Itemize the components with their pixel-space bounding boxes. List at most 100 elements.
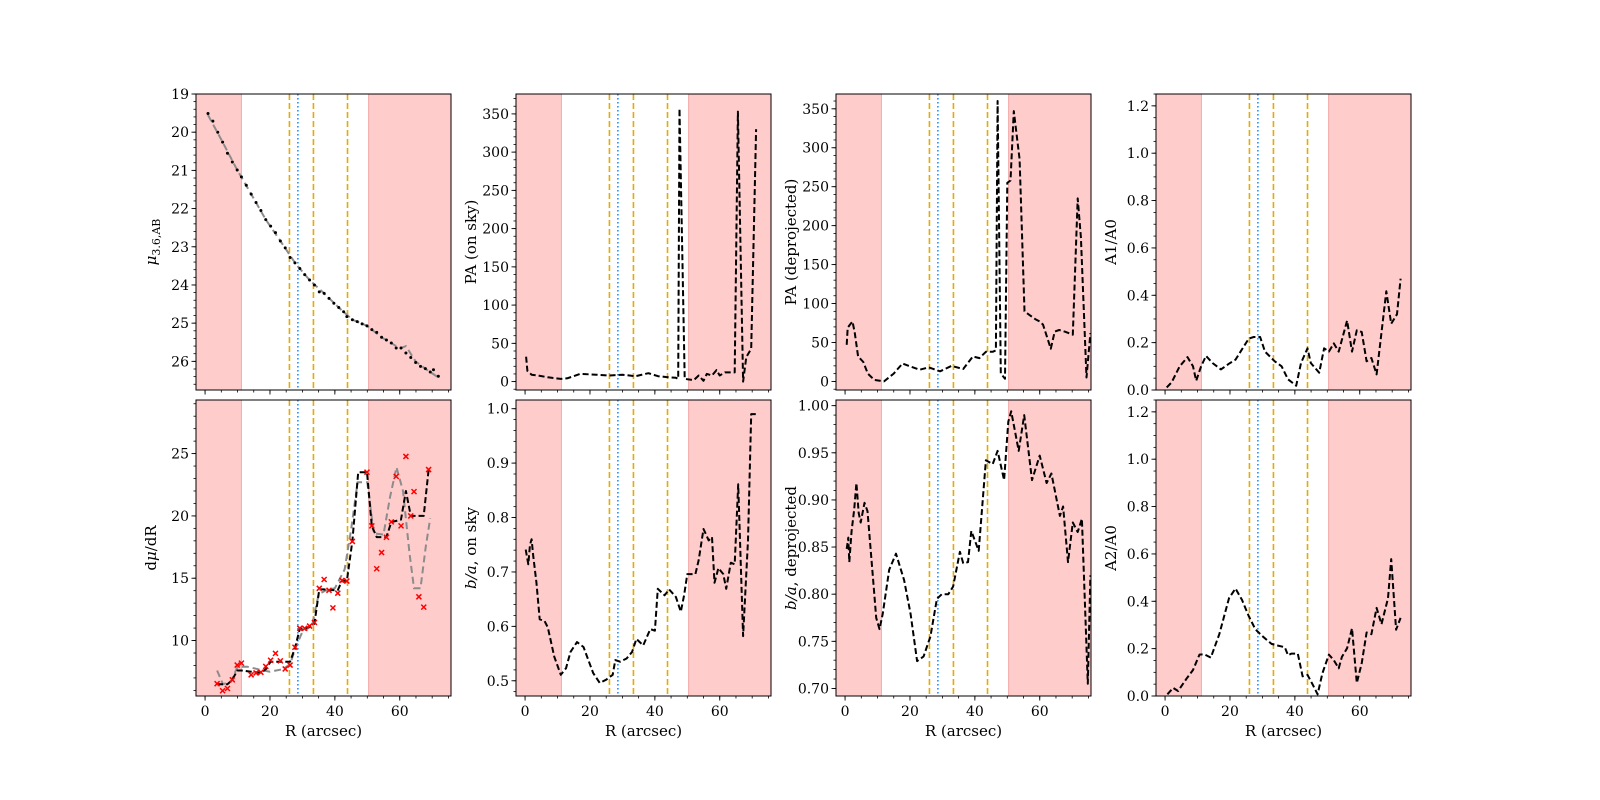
- y-tick-label: 1.2: [1127, 99, 1149, 115]
- data-point: [375, 330, 379, 334]
- data-point-marker: [325, 587, 333, 594]
- y-tick-label: 0.70: [798, 681, 829, 697]
- x-tick-label: 20: [581, 704, 599, 720]
- y-axis-label-part: A1/A0: [1102, 219, 1120, 266]
- data-point: [308, 278, 312, 282]
- y-tick-label: 23: [171, 240, 189, 256]
- y-tick-label: 250: [482, 183, 509, 199]
- x-axis-label: R (arcsec): [925, 722, 1002, 740]
- data-point-marker: [238, 660, 245, 667]
- data-point-marker: [343, 578, 350, 585]
- x-tick-label: 40: [1286, 704, 1304, 720]
- data-point: [345, 315, 349, 319]
- data-point-marker: [252, 669, 260, 676]
- y-tick-label: 1.0: [487, 402, 509, 418]
- x-tick-label: 20: [261, 704, 279, 720]
- data-point-marker: [277, 657, 284, 664]
- y-tick-label: 0.95: [798, 446, 829, 462]
- data-point: [399, 346, 403, 350]
- excluded-region-shade: [1328, 94, 1411, 390]
- y-axis-label-part: b/a: [462, 565, 480, 589]
- data-point: [355, 320, 359, 324]
- y-tick-label: 0.7: [487, 565, 509, 581]
- excluded-region-shade: [516, 400, 562, 696]
- data-point: [342, 310, 346, 314]
- y-tick-label: 15: [171, 571, 189, 587]
- data-point-marker: [388, 518, 395, 525]
- excluded-region-shade: [196, 400, 242, 696]
- panel-a2: 0.0 0.2 0.4 0.6 0.8 1.0 1.2 0 20 40 60 R (arcsec) A2…: [1102, 399, 1412, 740]
- panel-ba_sky: 0.5 0.6 0.7 0.8 0.9 1.0 0 20 40 60 R (arcsec) b/a, …: [462, 399, 772, 740]
- data-point-marker: [338, 577, 346, 584]
- series-line-A2-A0: [1166, 558, 1402, 696]
- data-point: [225, 151, 229, 155]
- data-point-marker: [257, 669, 264, 676]
- y-tick-label: 0.0: [1127, 689, 1149, 705]
- y-tick-label: 0.4: [1127, 594, 1149, 610]
- data-point: [235, 168, 239, 172]
- data-point-marker: [229, 676, 236, 683]
- data-point: [370, 328, 374, 332]
- data-point: [322, 291, 326, 295]
- y-axis-label: PA (on sky): [462, 200, 480, 285]
- data-point: [365, 324, 369, 328]
- data-point: [380, 335, 384, 339]
- data-point: [278, 239, 282, 243]
- data-point: [419, 364, 423, 368]
- plot-area: [196, 94, 451, 390]
- data-point: [288, 255, 292, 259]
- data-point: [327, 296, 331, 300]
- panel-ba_deproj: 0.70 0.75 0.80 0.85 0.90 0.95 1.00 0 20 40 60 R (ar…: [782, 399, 1092, 740]
- y-axis-label-part: A2/A0: [1102, 525, 1120, 572]
- data-point-marker: [301, 625, 308, 632]
- plot-area: [836, 94, 1091, 390]
- data-point: [211, 119, 215, 123]
- y-tick-label: 24: [171, 278, 189, 294]
- data-point-marker: [316, 585, 323, 592]
- axes-frame: [835, 93, 1092, 391]
- excluded-region-shade: [1328, 400, 1411, 696]
- panel-pa_sky: 0 50 100 150 200 250 300 350 PA (on sky): [462, 93, 772, 395]
- data-point: [312, 283, 316, 287]
- data-point: [244, 183, 248, 187]
- data-point-marker: [402, 453, 409, 460]
- y-axis-label-part: PA (on sky): [462, 200, 480, 285]
- data-point: [414, 361, 418, 365]
- y-tick-label: 19: [171, 87, 189, 103]
- data-point-marker: [272, 650, 279, 657]
- excluded-region-shade: [1156, 400, 1202, 696]
- y-axis-label: b/a, deprojected: [782, 486, 800, 610]
- plot-area: [196, 400, 451, 696]
- y-tick-label: 0.2: [1127, 336, 1149, 352]
- x-tick-label: 60: [1031, 704, 1049, 720]
- axes-frame: [1155, 399, 1412, 697]
- data-point-marker: [329, 604, 336, 611]
- data-point: [423, 367, 427, 371]
- data-point-marker: [363, 469, 371, 476]
- data-point: [317, 290, 321, 294]
- series-line-b-a-deprojected: [845, 410, 1091, 685]
- axes-frame: [515, 399, 772, 697]
- plot-area: [1156, 94, 1411, 390]
- excluded-region-shade: [1008, 400, 1091, 696]
- data-point-marker: [234, 662, 241, 669]
- data-point: [404, 351, 408, 355]
- y-tick-label: 1.0: [1127, 452, 1149, 468]
- excluded-region-shade: [196, 94, 242, 390]
- y-tick-label: 0: [500, 375, 509, 391]
- y-tick-label: 0.6: [1127, 547, 1149, 563]
- panel-pa_deproj: 0 50 100 150 200 250 300 350 PA (deprojected): [782, 93, 1092, 395]
- plot-area: [516, 400, 771, 696]
- data-point: [360, 322, 364, 326]
- y-axis-label-part: , deprojected: [782, 486, 800, 587]
- x-tick-label: 0: [841, 704, 850, 720]
- y-axis-label-part: d: [142, 561, 160, 571]
- series-line-PA-deprojected: [845, 100, 1091, 383]
- y-tick-label: 1.00: [798, 399, 829, 415]
- data-point: [431, 368, 435, 372]
- data-point-marker: [248, 671, 255, 678]
- y-tick-label: 26: [171, 354, 189, 370]
- data-point-marker: [311, 619, 318, 626]
- excluded-region-shade: [836, 400, 882, 696]
